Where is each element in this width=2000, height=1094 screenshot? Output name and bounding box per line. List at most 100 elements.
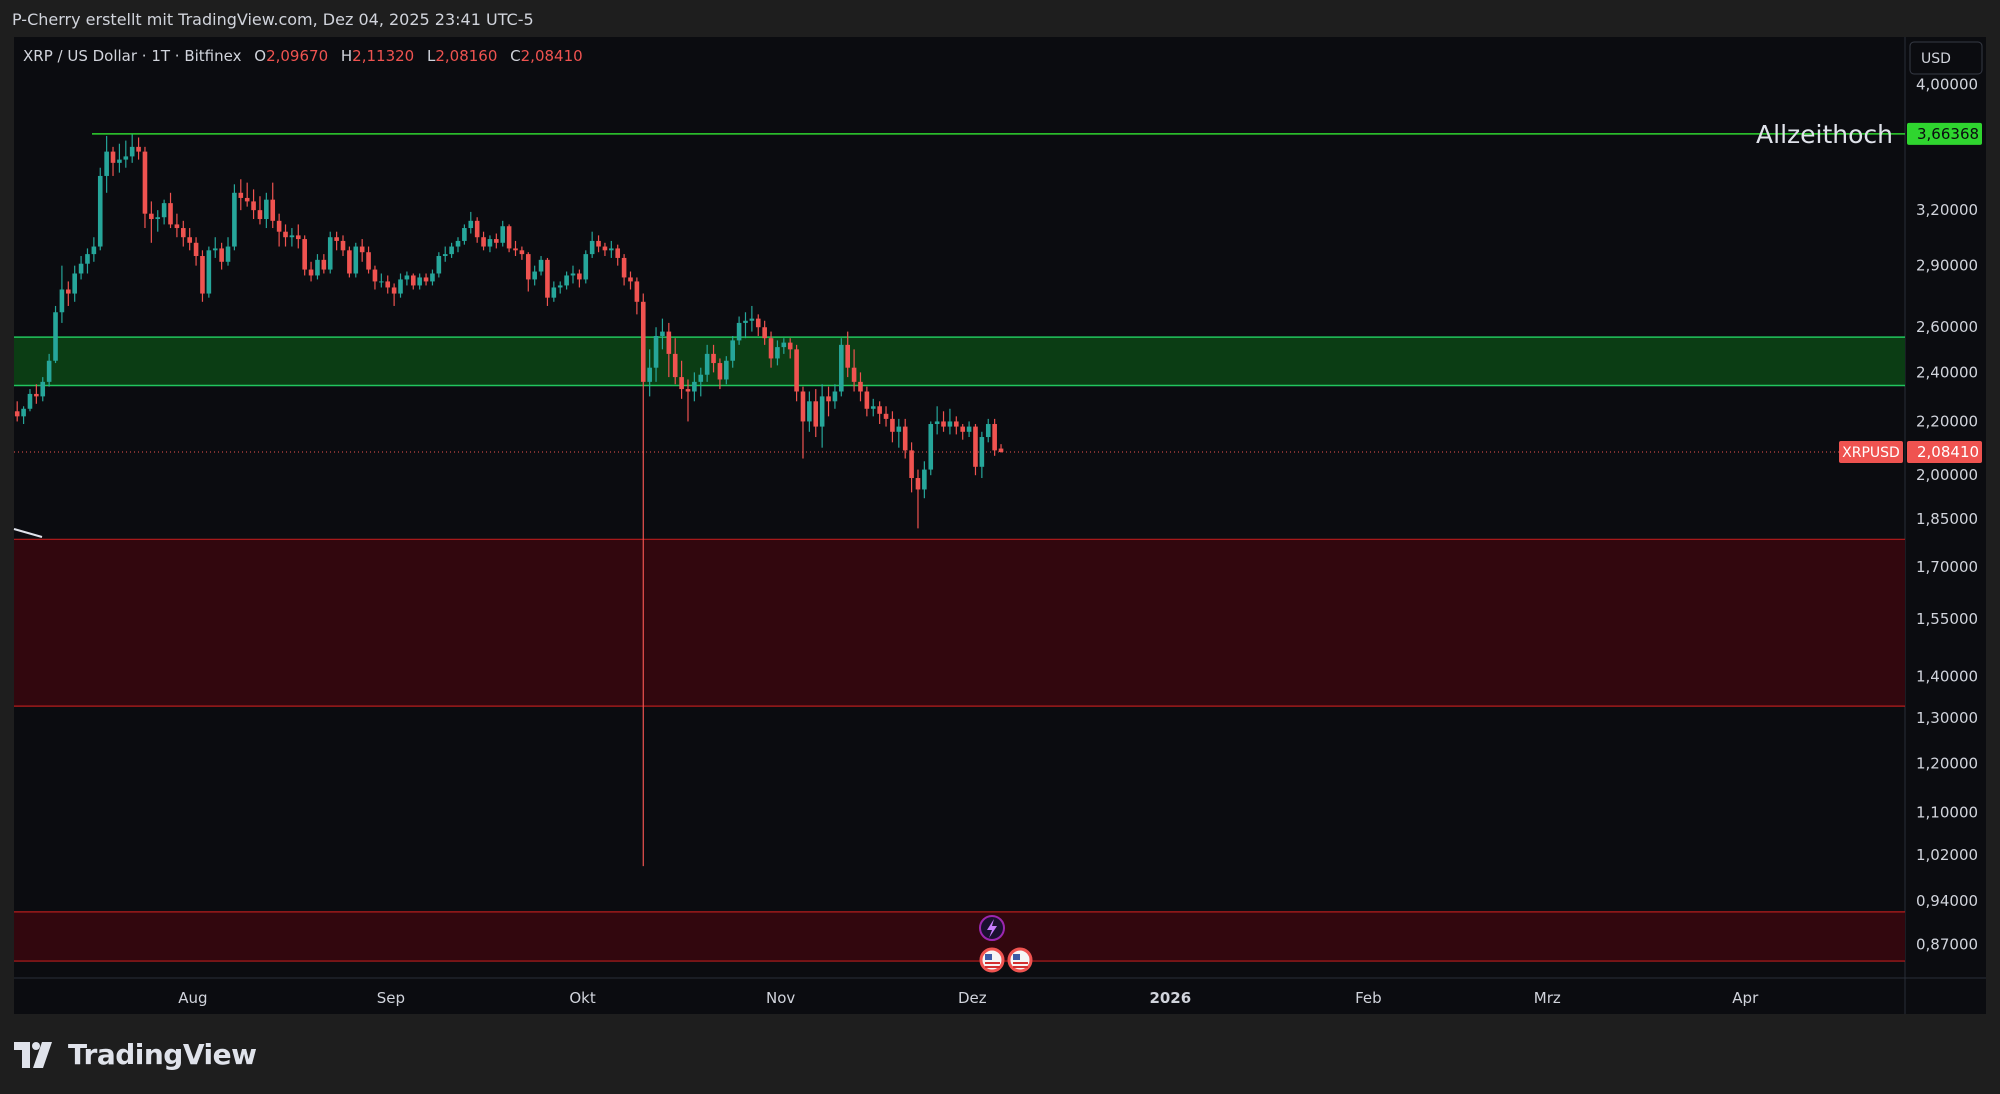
candle[interactable]	[672, 338, 678, 385]
candle[interactable]	[794, 344, 799, 402]
candle[interactable]	[136, 137, 141, 160]
candle[interactable]	[385, 275, 391, 294]
candle[interactable]	[902, 418, 908, 459]
candle[interactable]	[212, 237, 218, 258]
candle[interactable]	[762, 320, 767, 345]
candle[interactable]	[577, 269, 582, 288]
candle[interactable]	[155, 210, 161, 232]
candle[interactable]	[347, 246, 352, 278]
candle[interactable]	[979, 431, 985, 479]
candle[interactable]	[717, 358, 723, 390]
candle[interactable]	[800, 386, 806, 459]
candle[interactable]	[481, 231, 486, 251]
candle[interactable]	[909, 442, 914, 493]
candle[interactable]	[340, 235, 346, 257]
candle[interactable]	[864, 386, 870, 417]
candle[interactable]	[398, 273, 403, 298]
candle[interactable]	[462, 224, 467, 245]
main-pane[interactable]	[14, 37, 1905, 978]
candle[interactable]	[161, 199, 167, 225]
candle[interactable]	[353, 242, 359, 278]
candle[interactable]	[634, 277, 640, 315]
candle[interactable]	[698, 367, 704, 397]
candle[interactable]	[730, 335, 736, 368]
candle[interactable]	[72, 265, 77, 302]
candle[interactable]	[379, 273, 384, 288]
candle[interactable]	[59, 265, 65, 323]
candle[interactable]	[251, 189, 256, 220]
candle[interactable]	[877, 401, 882, 425]
us-flag-event-icon[interactable]	[979, 947, 1005, 973]
candle[interactable]	[858, 372, 863, 402]
candle[interactable]	[525, 252, 531, 292]
candle[interactable]	[21, 406, 26, 425]
candle[interactable]	[922, 461, 927, 499]
candle[interactable]	[334, 231, 339, 251]
candle[interactable]	[206, 246, 212, 298]
candle[interactable]	[954, 416, 959, 435]
candle[interactable]	[596, 235, 601, 253]
candle[interactable]	[436, 252, 442, 278]
candle[interactable]	[947, 408, 953, 435]
candle[interactable]	[187, 228, 192, 251]
candle[interactable]	[232, 184, 237, 251]
candle[interactable]	[711, 344, 716, 373]
candle[interactable]	[985, 418, 991, 443]
candle[interactable]	[270, 182, 276, 229]
candle[interactable]	[494, 233, 499, 249]
candle[interactable]	[468, 211, 474, 234]
candle[interactable]	[557, 281, 563, 294]
candle[interactable]	[91, 237, 97, 262]
candle[interactable]	[34, 384, 39, 404]
candle[interactable]	[27, 389, 33, 412]
candle[interactable]	[372, 265, 378, 290]
candle[interactable]	[200, 250, 205, 302]
candle[interactable]	[302, 235, 307, 276]
candle[interactable]	[685, 379, 691, 422]
candle[interactable]	[449, 242, 454, 258]
candle[interactable]	[308, 261, 314, 282]
candle[interactable]	[928, 421, 934, 476]
candle[interactable]	[513, 240, 518, 257]
candle[interactable]	[506, 224, 512, 253]
candle[interactable]	[174, 213, 180, 238]
candle[interactable]	[890, 411, 895, 443]
candle[interactable]	[538, 256, 544, 276]
candle[interactable]	[832, 384, 838, 409]
candle[interactable]	[500, 220, 506, 247]
candle[interactable]	[238, 179, 244, 211]
candle[interactable]	[551, 281, 557, 302]
currency-button-frame[interactable]	[1909, 41, 1983, 75]
candle[interactable]	[85, 248, 90, 274]
candle[interactable]	[615, 244, 621, 266]
candle[interactable]	[545, 257, 550, 306]
candle[interactable]	[283, 224, 288, 247]
candle[interactable]	[692, 372, 697, 402]
candle[interactable]	[679, 360, 684, 399]
candle[interactable]	[430, 269, 435, 286]
candle[interactable]	[743, 312, 748, 339]
candle[interactable]	[123, 140, 129, 168]
time-axis[interactable]	[14, 978, 1905, 1014]
candle[interactable]	[653, 327, 659, 382]
candle[interactable]	[589, 231, 595, 258]
candle[interactable]	[621, 254, 627, 286]
candle[interactable]	[564, 271, 569, 290]
candle[interactable]	[998, 444, 1004, 453]
candle[interactable]	[870, 398, 876, 417]
us-flag-event-icon[interactable]	[1007, 947, 1033, 973]
candle[interactable]	[442, 246, 448, 262]
candle[interactable]	[647, 349, 652, 397]
candle[interactable]	[244, 182, 250, 207]
currency-button[interactable]: USD	[1909, 41, 1983, 75]
candle[interactable]	[391, 283, 397, 306]
candle[interactable]	[960, 424, 965, 440]
trendline-fragment[interactable]	[13, 528, 43, 538]
candle[interactable]	[321, 254, 327, 274]
candle[interactable]	[845, 331, 851, 378]
candle[interactable]	[602, 242, 608, 257]
candle[interactable]	[53, 305, 58, 364]
candle[interactable]	[410, 273, 416, 290]
candle[interactable]	[819, 384, 825, 448]
candle[interactable]	[142, 146, 148, 229]
